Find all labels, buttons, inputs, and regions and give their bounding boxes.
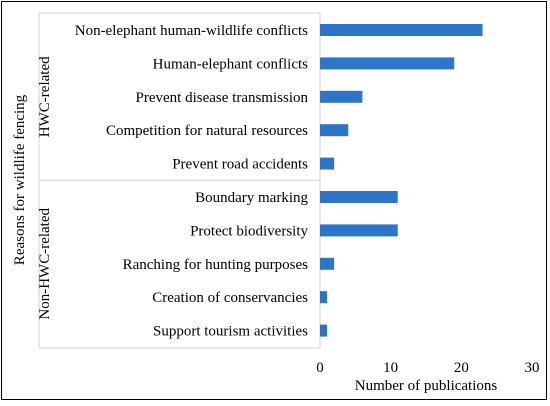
bar-1-3 bbox=[320, 291, 328, 304]
category-label: Protect biodiversity bbox=[190, 223, 308, 239]
category-label: Ranching for hunting purposes bbox=[123, 257, 309, 273]
category-label: Support tourism activities bbox=[153, 324, 308, 340]
category-label: Competition for natural resources bbox=[106, 123, 308, 139]
category-label: Boundary marking bbox=[195, 190, 308, 206]
chart-frame: Non-elephant human-wildlife conflicts Hum… bbox=[1, 1, 547, 400]
x-axis-title: Number of publications bbox=[355, 378, 498, 394]
bar-0-4 bbox=[320, 157, 335, 170]
bar-0-3 bbox=[320, 124, 349, 137]
bar-0-1 bbox=[320, 57, 455, 70]
bar-1-2 bbox=[320, 257, 335, 270]
bar-1-1 bbox=[320, 224, 398, 237]
x-tick-label: 30 bbox=[525, 360, 540, 376]
y-axis-title: Reasons for wildlife fencing bbox=[12, 94, 28, 265]
x-tick-label: 20 bbox=[454, 360, 469, 376]
bar-0-0 bbox=[320, 24, 483, 36]
x-tick-label: 10 bbox=[383, 360, 398, 376]
category-label: Creation of conservancies bbox=[152, 290, 308, 306]
bar-0-2 bbox=[320, 90, 363, 103]
bar-1-0 bbox=[320, 191, 398, 203]
category-label: Prevent disease transmission bbox=[136, 90, 309, 106]
category-label: Human-elephant conflicts bbox=[153, 56, 309, 72]
category-label: Non-elephant human-wildlife conflicts bbox=[75, 23, 308, 39]
group-title: Non-HWC-related bbox=[37, 207, 53, 319]
category-label: Prevent road accidents bbox=[172, 157, 308, 173]
bar-chart: Non-elephant human-wildlife conflicts Hum… bbox=[12, 12, 540, 394]
bar-1-4 bbox=[320, 324, 328, 337]
group-title: HWC-related bbox=[37, 56, 53, 137]
x-tick-label: 0 bbox=[316, 360, 324, 376]
